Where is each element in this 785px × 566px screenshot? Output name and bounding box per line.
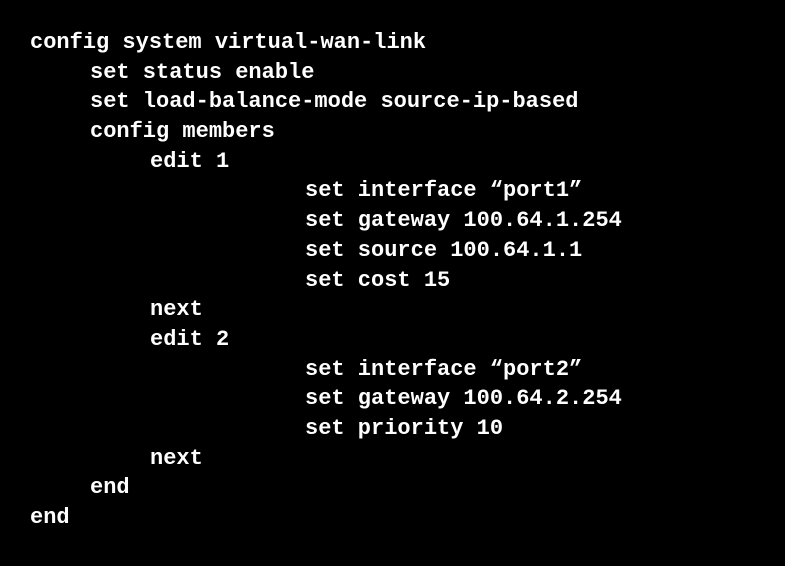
config-line: next <box>30 444 785 474</box>
config-line: config members <box>30 117 785 147</box>
config-line: set load-balance-mode source-ip-based <box>30 87 785 117</box>
config-line: set interface “port1” <box>30 176 785 206</box>
config-line: edit 2 <box>30 325 785 355</box>
config-line: end <box>30 473 785 503</box>
config-line: set priority 10 <box>30 414 785 444</box>
config-line: set status enable <box>30 58 785 88</box>
config-line: edit 1 <box>30 147 785 177</box>
config-line: set cost 15 <box>30 266 785 296</box>
config-line: set gateway 100.64.2.254 <box>30 384 785 414</box>
config-line: set source 100.64.1.1 <box>30 236 785 266</box>
terminal-output: config system virtual-wan-link set statu… <box>30 28 785 533</box>
config-line: config system virtual-wan-link <box>30 28 785 58</box>
config-line: next <box>30 295 785 325</box>
config-line: end <box>30 503 785 533</box>
config-line: set interface “port2” <box>30 355 785 385</box>
config-line: set gateway 100.64.1.254 <box>30 206 785 236</box>
